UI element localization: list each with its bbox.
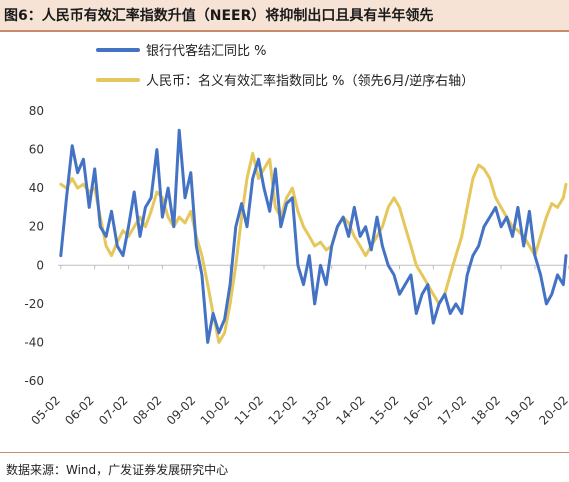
title-divider <box>0 30 569 32</box>
x-tick-label: 12-02 <box>265 393 300 428</box>
y-tick-label: -20 <box>24 297 44 311</box>
y-tick-label: -40 <box>24 335 44 349</box>
y-tick-label: 60 <box>29 143 44 157</box>
x-tick-label: 06-02 <box>62 393 97 428</box>
x-tick-label: 10-02 <box>198 393 233 428</box>
legend-label: 人民币：名义有效汇率指数同比 %（领先6月/逆序右轴） <box>146 73 474 89</box>
series-line <box>59 151 568 344</box>
x-tick-label: 07-02 <box>96 393 131 428</box>
y-tick-label: 20 <box>29 220 44 234</box>
x-tick-label: 08-02 <box>130 393 165 428</box>
source-note: 数据来源：Wind，广发证券发展研究中心 <box>6 463 229 477</box>
footer-divider <box>0 452 569 453</box>
series-line <box>59 128 568 344</box>
x-tick-label: 20-02 <box>536 393 569 428</box>
x-tick-label: 19-02 <box>503 393 538 428</box>
y-tick-label: -60 <box>24 374 44 388</box>
x-tick-label: 11-02 <box>232 393 267 428</box>
x-tick-label: 18-02 <box>469 393 504 428</box>
x-tick-label: 09-02 <box>164 393 199 428</box>
chart-title: 图6：人民币有效汇率指数升值（NEER）将抑制出口且具有半年领先 <box>4 8 434 24</box>
x-tick-label: 17-02 <box>435 393 470 428</box>
x-tick-label: 16-02 <box>401 393 436 428</box>
y-tick-label: 0 <box>36 258 44 272</box>
title-bar <box>0 0 569 30</box>
line-chart: -60 -40 -20 0 20 40 60 80 05-02 06-02 07-02 08-02 09… <box>24 43 569 428</box>
y-tick-label: 40 <box>29 181 44 195</box>
x-tick-label: 15-02 <box>367 393 402 428</box>
x-tick-label: 13-02 <box>299 393 334 428</box>
x-tick-label: 05-02 <box>28 393 63 428</box>
legend-label: 银行代客结汇同比 % <box>146 43 267 59</box>
y-tick-label: 80 <box>29 104 44 118</box>
x-tick-label: 14-02 <box>333 393 368 428</box>
